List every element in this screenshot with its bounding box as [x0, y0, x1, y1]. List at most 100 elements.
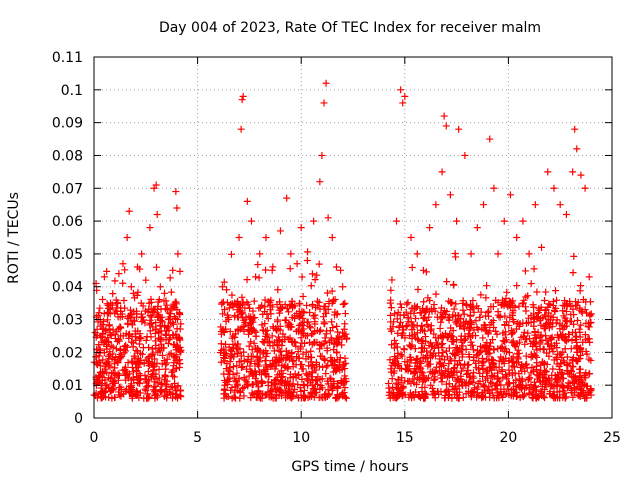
data-point [418, 383, 426, 391]
data-point [483, 355, 491, 363]
data-point [536, 345, 544, 353]
data-point [587, 310, 595, 318]
data-point [467, 377, 475, 385]
data-point [296, 300, 304, 308]
data-point [409, 375, 417, 383]
data-point [400, 345, 408, 353]
data-point [240, 383, 248, 391]
data-point [577, 321, 585, 329]
data-point [542, 288, 550, 296]
data-point [399, 99, 407, 107]
data-point [132, 347, 140, 355]
data-point [145, 353, 153, 361]
data-point [470, 354, 478, 362]
data-point [295, 312, 303, 320]
data-point [264, 314, 272, 322]
data-point [540, 325, 548, 333]
data-point [282, 347, 290, 355]
data-point [408, 264, 416, 272]
data-point [339, 283, 347, 291]
data-point [235, 234, 243, 241]
data-point [267, 390, 275, 398]
plot-frame [93, 56, 613, 419]
data-point [176, 359, 184, 367]
data-point [149, 363, 157, 371]
data-point [270, 339, 278, 347]
data-point [438, 313, 446, 321]
data-point [223, 392, 231, 400]
data-point [575, 325, 583, 333]
data-point [234, 325, 242, 333]
data-point [268, 362, 276, 370]
data-point [239, 300, 247, 308]
data-point [257, 379, 265, 387]
data-point [470, 308, 478, 316]
data-point [139, 302, 147, 310]
data-point [513, 388, 521, 396]
data-point [495, 363, 503, 371]
data-point [102, 326, 110, 334]
data-point [415, 376, 423, 384]
data-point [283, 305, 291, 313]
data-point [387, 365, 395, 373]
data-point [240, 392, 248, 400]
data-point [105, 352, 113, 360]
data-point [160, 289, 168, 297]
x-axis-label: GPS time / hours [291, 459, 408, 475]
data-point [441, 311, 449, 319]
data-point [318, 151, 326, 159]
data-point [516, 381, 524, 389]
data-point [341, 299, 349, 307]
data-point [262, 371, 270, 379]
data-point [243, 365, 251, 373]
data-point [413, 303, 421, 311]
data-point [173, 204, 181, 212]
data-point [342, 330, 350, 338]
data-point [486, 327, 494, 335]
data-point [446, 191, 454, 199]
data-point [534, 393, 542, 401]
data-point [401, 92, 409, 100]
data-point [521, 391, 529, 399]
data-point [157, 379, 165, 387]
data-point [152, 319, 160, 327]
data-point [503, 318, 511, 326]
data-point [341, 372, 349, 380]
data-point [318, 375, 326, 383]
data-point [402, 365, 410, 373]
data-point [554, 350, 562, 358]
data-point [562, 393, 570, 401]
data-point [519, 333, 527, 341]
data-point [450, 305, 458, 313]
data-point [147, 333, 155, 341]
data-point [429, 368, 437, 376]
data-point [109, 369, 117, 377]
data-point [237, 352, 245, 360]
data-point [299, 391, 307, 399]
data-point [577, 386, 585, 394]
data-point [249, 318, 257, 326]
data-point [304, 248, 312, 256]
data-point [509, 309, 517, 317]
data-point [294, 381, 302, 389]
data-point [493, 394, 501, 402]
data-point [144, 381, 152, 389]
data-point [243, 276, 251, 284]
data-point [115, 335, 123, 343]
data-point [505, 322, 513, 330]
data-point [313, 380, 321, 388]
data-point [216, 349, 224, 357]
data-point [572, 356, 580, 364]
data-point [329, 296, 337, 304]
data-point [320, 99, 328, 107]
data-point [337, 377, 345, 385]
data-point [113, 304, 121, 312]
data-point [119, 260, 127, 268]
data-point [576, 333, 584, 341]
data-point [300, 309, 308, 317]
data-point [492, 381, 500, 389]
x-tick-label: 10 [292, 430, 310, 446]
data-point [156, 386, 164, 394]
data-point [219, 298, 227, 306]
data-point [443, 386, 451, 394]
